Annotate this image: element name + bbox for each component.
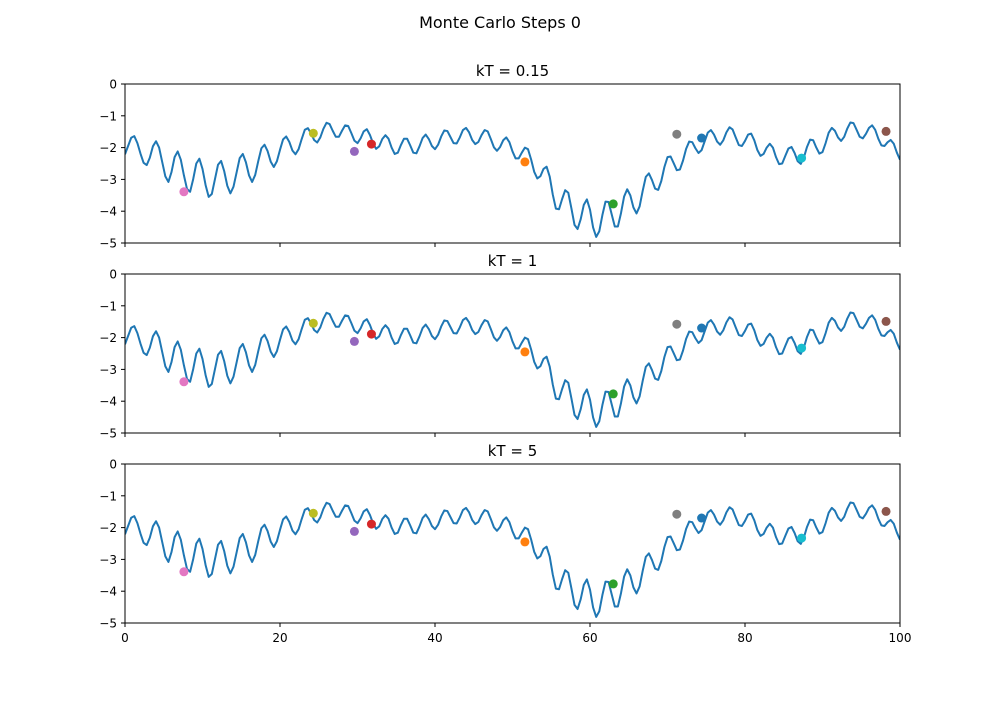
x-tick-label: 40 — [427, 631, 442, 645]
y-tick-label: −4 — [99, 205, 117, 219]
y-tick-label: −1 — [99, 489, 117, 503]
y-tick-label: −3 — [99, 553, 117, 567]
y-tick-label: −1 — [99, 109, 117, 123]
walker-point-5 — [520, 347, 530, 357]
walker-point-5 — [520, 537, 530, 547]
y-tick-label: −2 — [99, 331, 117, 345]
walker-point-1 — [179, 377, 189, 387]
walker-point-7 — [672, 319, 682, 329]
walker-point-6 — [608, 389, 618, 399]
x-tick-label: 100 — [889, 631, 912, 645]
subplot-2: 0 −1 −2 −3 −4 −5 kT = 1 — [99, 252, 901, 441]
walker-point-6 — [608, 199, 618, 209]
y-tick-label: −5 — [99, 427, 117, 441]
walker-point-2 — [308, 508, 318, 518]
walker-point-3 — [349, 336, 359, 346]
walker-point-8 — [697, 133, 707, 143]
figure-suptitle: Monte Carlo Steps 0 — [419, 13, 581, 32]
y-tick-label: −4 — [99, 395, 117, 409]
y-tick-label: −3 — [99, 173, 117, 187]
walker-point-10 — [881, 316, 891, 326]
walker-point-8 — [697, 323, 707, 333]
walker-point-1 — [179, 567, 189, 577]
y-tick-label: −5 — [99, 237, 117, 251]
walker-point-4 — [366, 139, 376, 149]
energy-curve — [125, 501, 900, 618]
walker-point-9 — [797, 153, 807, 163]
subplot-title: kT = 0.15 — [476, 62, 549, 80]
axes-frame — [124, 463, 901, 624]
energy-curve — [125, 311, 900, 428]
subplot-3: 0 20 40 60 80 100 0 −1 −2 −3 −4 −5 kT = 5 — [99, 442, 911, 645]
walker-point-2 — [308, 318, 318, 328]
walker-point-3 — [349, 526, 359, 536]
y-tick-label: 0 — [109, 458, 117, 472]
walker-point-4 — [366, 329, 376, 339]
walker-point-3 — [349, 146, 359, 156]
walker-point-2 — [308, 128, 318, 138]
walker-point-7 — [672, 509, 682, 519]
subplots: 0 −1 −2 −3 −4 −5 kT = 0.15 0 −1 −2 −3 −4 −5 kT = 1 0 20… — [99, 62, 911, 645]
y-tick-label: −5 — [99, 617, 117, 631]
walker-point-7 — [672, 129, 682, 139]
axes-frame — [124, 83, 901, 244]
walker-point-6 — [608, 579, 618, 589]
y-tick-label: −1 — [99, 299, 117, 313]
y-tick-label: −2 — [99, 141, 117, 155]
walker-point-5 — [520, 157, 530, 167]
energy-curve — [125, 121, 900, 238]
walker-point-10 — [881, 126, 891, 136]
walker-point-10 — [881, 506, 891, 516]
walker-point-9 — [797, 533, 807, 543]
walker-point-9 — [797, 343, 807, 353]
y-tick-label: −2 — [99, 521, 117, 535]
y-tick-label: 0 — [109, 78, 117, 92]
x-tick-label: 60 — [582, 631, 597, 645]
x-tick-label: 0 — [121, 631, 129, 645]
x-tick-label: 80 — [737, 631, 752, 645]
subplot-title: kT = 5 — [488, 442, 538, 460]
walker-point-1 — [179, 187, 189, 197]
walker-point-4 — [366, 519, 376, 529]
walker-point-8 — [697, 513, 707, 523]
y-tick-label: −4 — [99, 585, 117, 599]
axes-frame — [124, 273, 901, 434]
x-tick-label: 20 — [272, 631, 287, 645]
y-tick-label: 0 — [109, 268, 117, 282]
y-tick-label: −3 — [99, 363, 117, 377]
subplot-title: kT = 1 — [488, 252, 538, 270]
subplot-1: 0 −1 −2 −3 −4 −5 kT = 0.15 — [99, 62, 901, 251]
